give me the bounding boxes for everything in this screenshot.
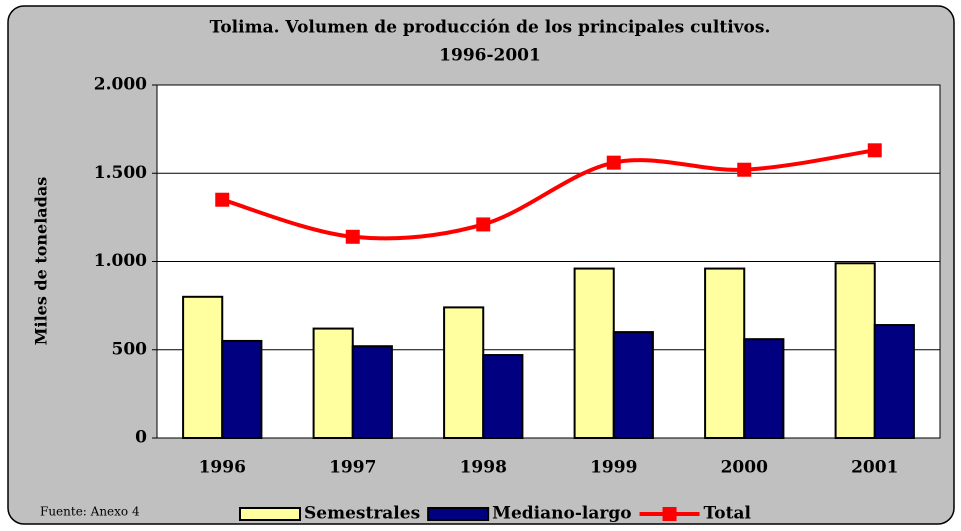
legend-label: Mediano-largo <box>492 504 631 524</box>
x-tick-label: 2000 <box>721 458 768 478</box>
x-tick-label: 1996 <box>199 458 246 478</box>
legend-swatch <box>427 507 490 521</box>
line-marker <box>867 143 882 158</box>
legend-swatch <box>662 507 677 521</box>
x-tick-label: 1998 <box>460 458 507 478</box>
bar <box>482 354 524 440</box>
line-marker <box>215 192 230 207</box>
source-note: Fuente: Anexo 4 <box>40 505 140 519</box>
line-marker <box>737 162 752 177</box>
x-tick-label: 2001 <box>851 458 898 478</box>
y-axis-label: Miles de toneladas <box>32 177 51 345</box>
x-tick-label: 1999 <box>590 458 637 478</box>
x-tick-label: 1997 <box>329 458 376 478</box>
line-marker <box>345 229 360 244</box>
chart-subtitle: 1996-2001 <box>439 46 541 66</box>
line-marker <box>476 217 491 232</box>
legend-swatch <box>239 507 301 521</box>
legend-label: Total <box>704 504 752 524</box>
bar <box>312 327 354 440</box>
y-tick-label: 2.000 <box>94 75 147 95</box>
total-line <box>221 148 876 241</box>
line-marker <box>606 155 621 170</box>
bar <box>182 295 224 439</box>
bar <box>573 267 615 439</box>
y-tick-label: 1.500 <box>94 163 147 183</box>
bar <box>612 331 654 440</box>
y-tick-label: 1.000 <box>94 251 147 271</box>
bar <box>743 338 785 439</box>
chart-title: Tolima. Volumen de producción de los pri… <box>210 18 771 38</box>
y-tick-label: 500 <box>112 339 148 359</box>
bar <box>834 262 876 440</box>
y-tick-label: 0 <box>135 428 147 448</box>
bar <box>221 339 263 439</box>
bar <box>443 306 485 440</box>
bar <box>351 345 393 439</box>
bar <box>704 267 746 439</box>
bar <box>873 324 915 440</box>
legend-label: Semestrales <box>304 504 420 524</box>
